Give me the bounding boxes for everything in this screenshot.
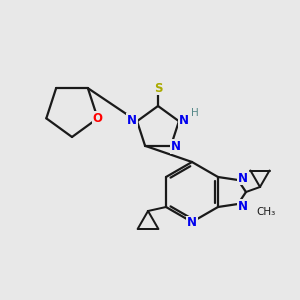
Text: N: N xyxy=(127,114,137,127)
Text: N: N xyxy=(171,140,181,153)
Text: N: N xyxy=(238,172,248,184)
Text: H: H xyxy=(191,108,199,118)
Text: CH₃: CH₃ xyxy=(256,207,275,217)
Text: S: S xyxy=(154,82,162,94)
Text: N: N xyxy=(179,114,189,127)
Text: N: N xyxy=(187,217,197,230)
Text: O: O xyxy=(93,112,103,125)
Text: N: N xyxy=(238,200,248,212)
